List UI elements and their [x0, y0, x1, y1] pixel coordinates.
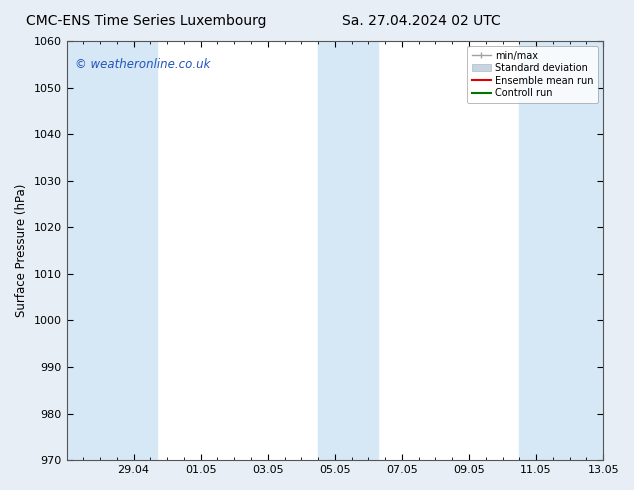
Bar	[67, 41, 157, 460]
Legend: min/max, Standard deviation, Ensemble mean run, Controll run: min/max, Standard deviation, Ensemble me…	[467, 46, 598, 103]
Bar	[318, 41, 378, 460]
Y-axis label: Surface Pressure (hPa): Surface Pressure (hPa)	[15, 184, 28, 318]
Text: Sa. 27.04.2024 02 UTC: Sa. 27.04.2024 02 UTC	[342, 14, 501, 28]
Bar	[519, 41, 603, 460]
Text: © weatheronline.co.uk: © weatheronline.co.uk	[75, 58, 210, 71]
Text: CMC-ENS Time Series Luxembourg: CMC-ENS Time Series Luxembourg	[26, 14, 266, 28]
